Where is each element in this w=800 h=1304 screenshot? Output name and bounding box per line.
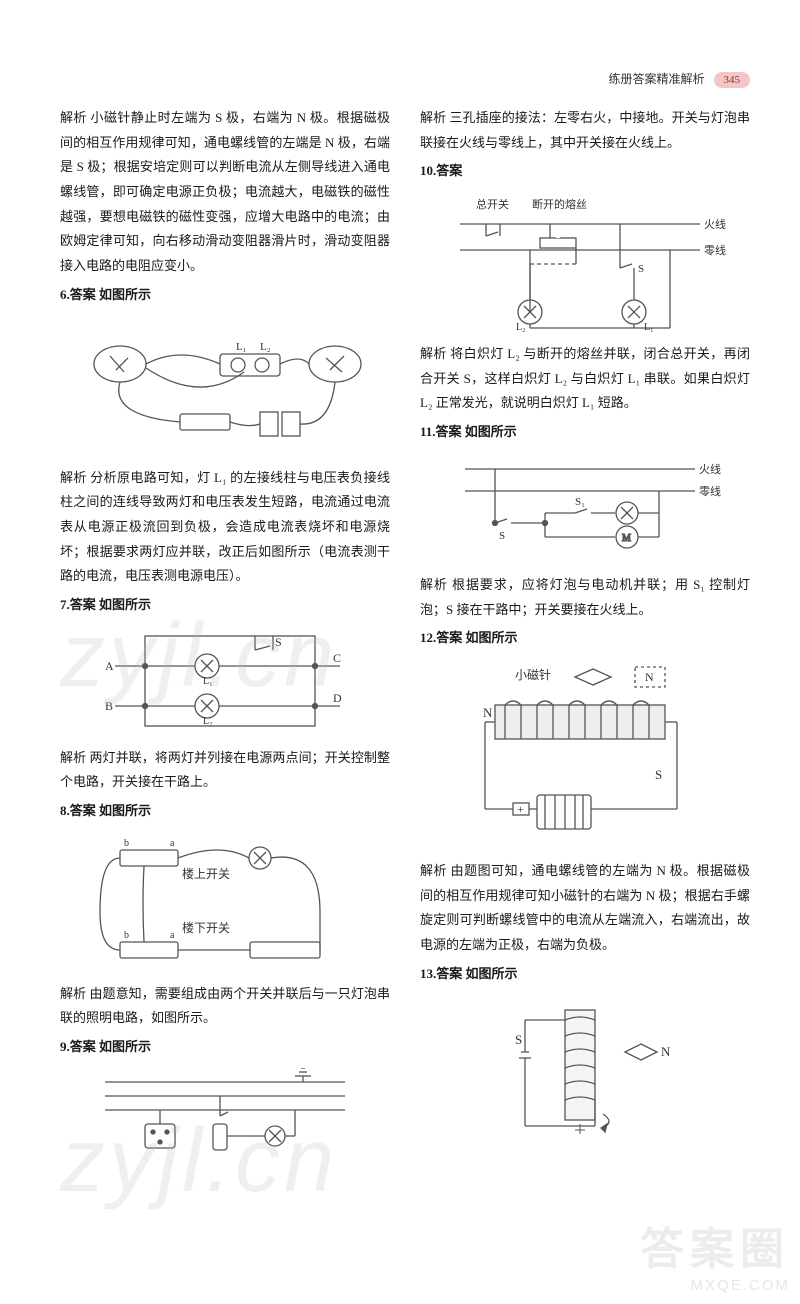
q13-answer-head: 13.答案 如图所示 xyxy=(420,962,750,987)
fig12-needle: 小磁针 xyxy=(515,667,551,682)
fig11-m: M xyxy=(622,533,631,544)
fig12-n-box: N xyxy=(645,670,654,684)
fig6-l1-label: L₁ xyxy=(236,341,247,353)
fig12-n: N xyxy=(483,705,493,720)
fig6-l2-label: L₂ xyxy=(260,341,271,353)
q10-analysis: 解析 将白炽灯 L₂ 与断开的熔丝并联，闭合总开关，再闭合开关 S，这样白炽灯 … xyxy=(420,342,750,416)
fig8-a1: a xyxy=(170,838,175,849)
fig7-d: D xyxy=(333,691,342,705)
q11-answer-head: 11.答案 如图所示 xyxy=(420,420,750,445)
fig11-s: S xyxy=(499,530,505,542)
q12-analysis: 解析 由题图可知，通电螺线管的左端为 N 极。根据磁极间的相互作用规律可知小磁针… xyxy=(420,859,750,958)
q9-analysis: 解析 三孔插座的接法：左零右火，中接地。开关与灯泡串联接在火线与零线上，其中开关… xyxy=(420,106,750,155)
q7-analysis: 解析 两灯并联，将两灯并列接在电源两点间；开关控制整个电路，开关接在干路上。 xyxy=(60,746,390,795)
q10-answer-head: 10.答案 xyxy=(420,159,750,184)
fig10-main: 总开关 xyxy=(476,197,509,211)
corner-wm-small: MXQE.COM xyxy=(640,1277,790,1294)
fig7-s: S xyxy=(275,635,282,649)
page-header: 练册答案精准解析 345 xyxy=(60,70,750,88)
q9-answer-head: 9.答案 如图所示 xyxy=(60,1035,390,1060)
fig13-s: S xyxy=(515,1032,522,1047)
fig11-s1: S₁ xyxy=(575,496,585,508)
q8-analysis: 解析 由题意知，需要组成由两个开关并联后与一只灯泡串联的照明电路，如图所示。 xyxy=(60,982,390,1031)
left-column: 解析 小磁针静止时左端为 S 极，右端为 N 极。根据磁极间的相互作用规律可知，… xyxy=(60,106,390,1168)
fig10-zero: 零线 xyxy=(704,243,726,257)
q7-figure: A B C D S L₁ L₂ xyxy=(105,626,345,736)
q10-figure: 总开关 断开的熔丝 火线 零线 S L₂ L₁ xyxy=(440,192,730,332)
q12-figure: 小磁针 N N S + xyxy=(455,659,715,849)
q11-analysis: 解析 根据要求，应将灯泡与电动机并联；用 S₁ 控制灯泡；S 接在干路中；开关要… xyxy=(420,573,750,622)
corner-watermark: 答案圈 MXQE.COM xyxy=(640,1213,790,1294)
fig11-zero: 零线 xyxy=(699,484,721,498)
two-column-layout: 解析 小磁针静止时左端为 S 极，右端为 N 极。根据磁极间的相互作用规律可知，… xyxy=(60,106,750,1168)
fig7-c: C xyxy=(333,651,341,665)
q8-figure: b a b a 楼上开关 楼下开关 xyxy=(90,832,360,972)
fig8-up: 楼上开关 xyxy=(182,866,230,881)
fig8-b2: b xyxy=(124,930,129,941)
fig13-n: N xyxy=(661,1044,671,1059)
fig8-a2: a xyxy=(170,930,175,941)
fig7-l2: L₂ xyxy=(203,716,213,727)
q13-figure: S N xyxy=(485,994,685,1144)
right-column: 解析 三孔插座的接法：左零右火，中接地。开关与灯泡串联接在火线与零线上，其中开关… xyxy=(420,106,750,1168)
corner-wm-big: 答案圈 xyxy=(640,1213,790,1277)
fig10-l2: L₂ xyxy=(516,322,526,332)
fig10-s: S xyxy=(638,263,644,275)
fig7-l1: L₁ xyxy=(203,676,213,687)
q12-answer-head: 12.答案 如图所示 xyxy=(420,626,750,651)
q11-figure: M 火线 零线 S S₁ xyxy=(445,453,725,563)
fig10-fuse: 断开的熔丝 xyxy=(532,197,587,211)
q8-answer-head: 8.答案 如图所示 xyxy=(60,799,390,824)
q6-answer-head: 6.答案 如图所示 xyxy=(60,283,390,308)
q6-analysis: 解析 分析原电路可知，灯 L₁ 的左接线柱与电压表负接线柱之间的连线导致两灯和电… xyxy=(60,466,390,589)
page-number-badge: 345 xyxy=(714,72,751,88)
q5-analysis: 解析 小磁针静止时左端为 S 极，右端为 N 极。根据磁极间的相互作用规律可知，… xyxy=(60,106,390,279)
fig7-a: A xyxy=(105,659,114,673)
q9-figure xyxy=(95,1068,355,1158)
header-title: 练册答案精准解析 xyxy=(608,72,704,86)
q6-figure: L₁ L₂ xyxy=(80,316,370,456)
fig11-fire: 火线 xyxy=(699,462,721,476)
fig8-b1: b xyxy=(124,838,129,849)
fig8-down: 楼下开关 xyxy=(182,920,230,935)
fig10-l1: L₁ xyxy=(644,322,654,332)
fig10-fire: 火线 xyxy=(704,217,726,231)
q7-answer-head: 7.答案 如图所示 xyxy=(60,593,390,618)
fig12-plus: + xyxy=(517,802,524,816)
fig7-b: B xyxy=(105,699,113,713)
fig12-s: S xyxy=(655,767,662,782)
